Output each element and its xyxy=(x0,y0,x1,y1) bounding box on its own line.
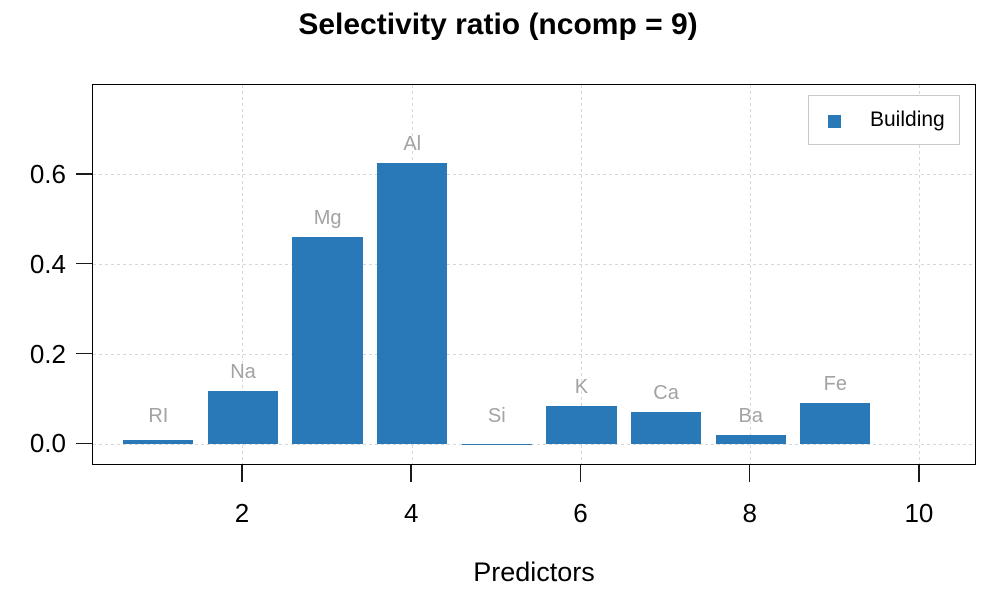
gridline-y-0.2 xyxy=(93,354,975,356)
y-tick-0.2 xyxy=(76,352,92,355)
x-tick-2 xyxy=(241,465,243,482)
bar-RI xyxy=(123,439,194,445)
bar-label-Si: Si xyxy=(487,405,506,428)
bar-Mg xyxy=(292,236,363,445)
y-tick-label-0: 0.0 xyxy=(29,428,66,459)
gridline-y-0.6 xyxy=(93,174,975,176)
y-tick-label-0.2: 0.2 xyxy=(29,338,66,369)
bar-label-Ca: Ca xyxy=(653,382,679,405)
x-tick-label-10: 10 xyxy=(904,498,934,528)
bar-label-Ba: Ba xyxy=(738,405,763,428)
chart-title: Selectivity ratio (ncomp = 9) xyxy=(298,8,698,41)
bar-Ba xyxy=(715,435,786,445)
bar-label-Al: Al xyxy=(403,132,422,155)
legend: Building xyxy=(808,95,960,145)
bar-Ca xyxy=(630,412,702,445)
bar-Na xyxy=(207,390,279,445)
gridline-x-2 xyxy=(242,85,244,464)
y-tick-label-0.6: 0.6 xyxy=(29,158,66,189)
legend-marker-square xyxy=(828,115,841,128)
bar-K xyxy=(546,406,617,445)
bar-label-Fe: Fe xyxy=(823,373,847,396)
x-axis-title: Predictors xyxy=(473,557,595,587)
gridline-y-0.4 xyxy=(93,264,975,266)
plot-area: RI Na Mg Al Si K Ca Ba Fe xyxy=(92,84,976,465)
bar-Fe xyxy=(800,403,871,445)
gridline-y-0 xyxy=(93,443,975,445)
bar-label-Mg: Mg xyxy=(313,206,342,229)
x-tick-label-2: 2 xyxy=(234,498,250,528)
bar-Al xyxy=(377,162,448,445)
gridline-x-10 xyxy=(919,85,921,464)
y-tick-label-0.4: 0.4 xyxy=(29,248,66,279)
gridline-x-6 xyxy=(580,85,582,464)
x-tick-4 xyxy=(410,465,412,482)
x-tick-6 xyxy=(579,465,582,482)
y-tick-0 xyxy=(76,442,92,445)
x-tick-10 xyxy=(918,465,920,482)
bar-label-RI: RI xyxy=(148,405,169,428)
legend-label: Building xyxy=(870,108,945,131)
y-tick-0.4 xyxy=(76,262,92,265)
y-tick-0.6 xyxy=(76,173,92,175)
bar-label-K: K xyxy=(574,376,589,399)
x-tick-8 xyxy=(748,465,751,482)
x-tick-label-8: 8 xyxy=(742,498,757,528)
x-tick-label-6: 6 xyxy=(573,498,588,528)
bar-label-Na: Na xyxy=(230,360,256,383)
x-tick-label-4: 4 xyxy=(403,498,419,528)
gridline-x-8 xyxy=(750,85,752,464)
